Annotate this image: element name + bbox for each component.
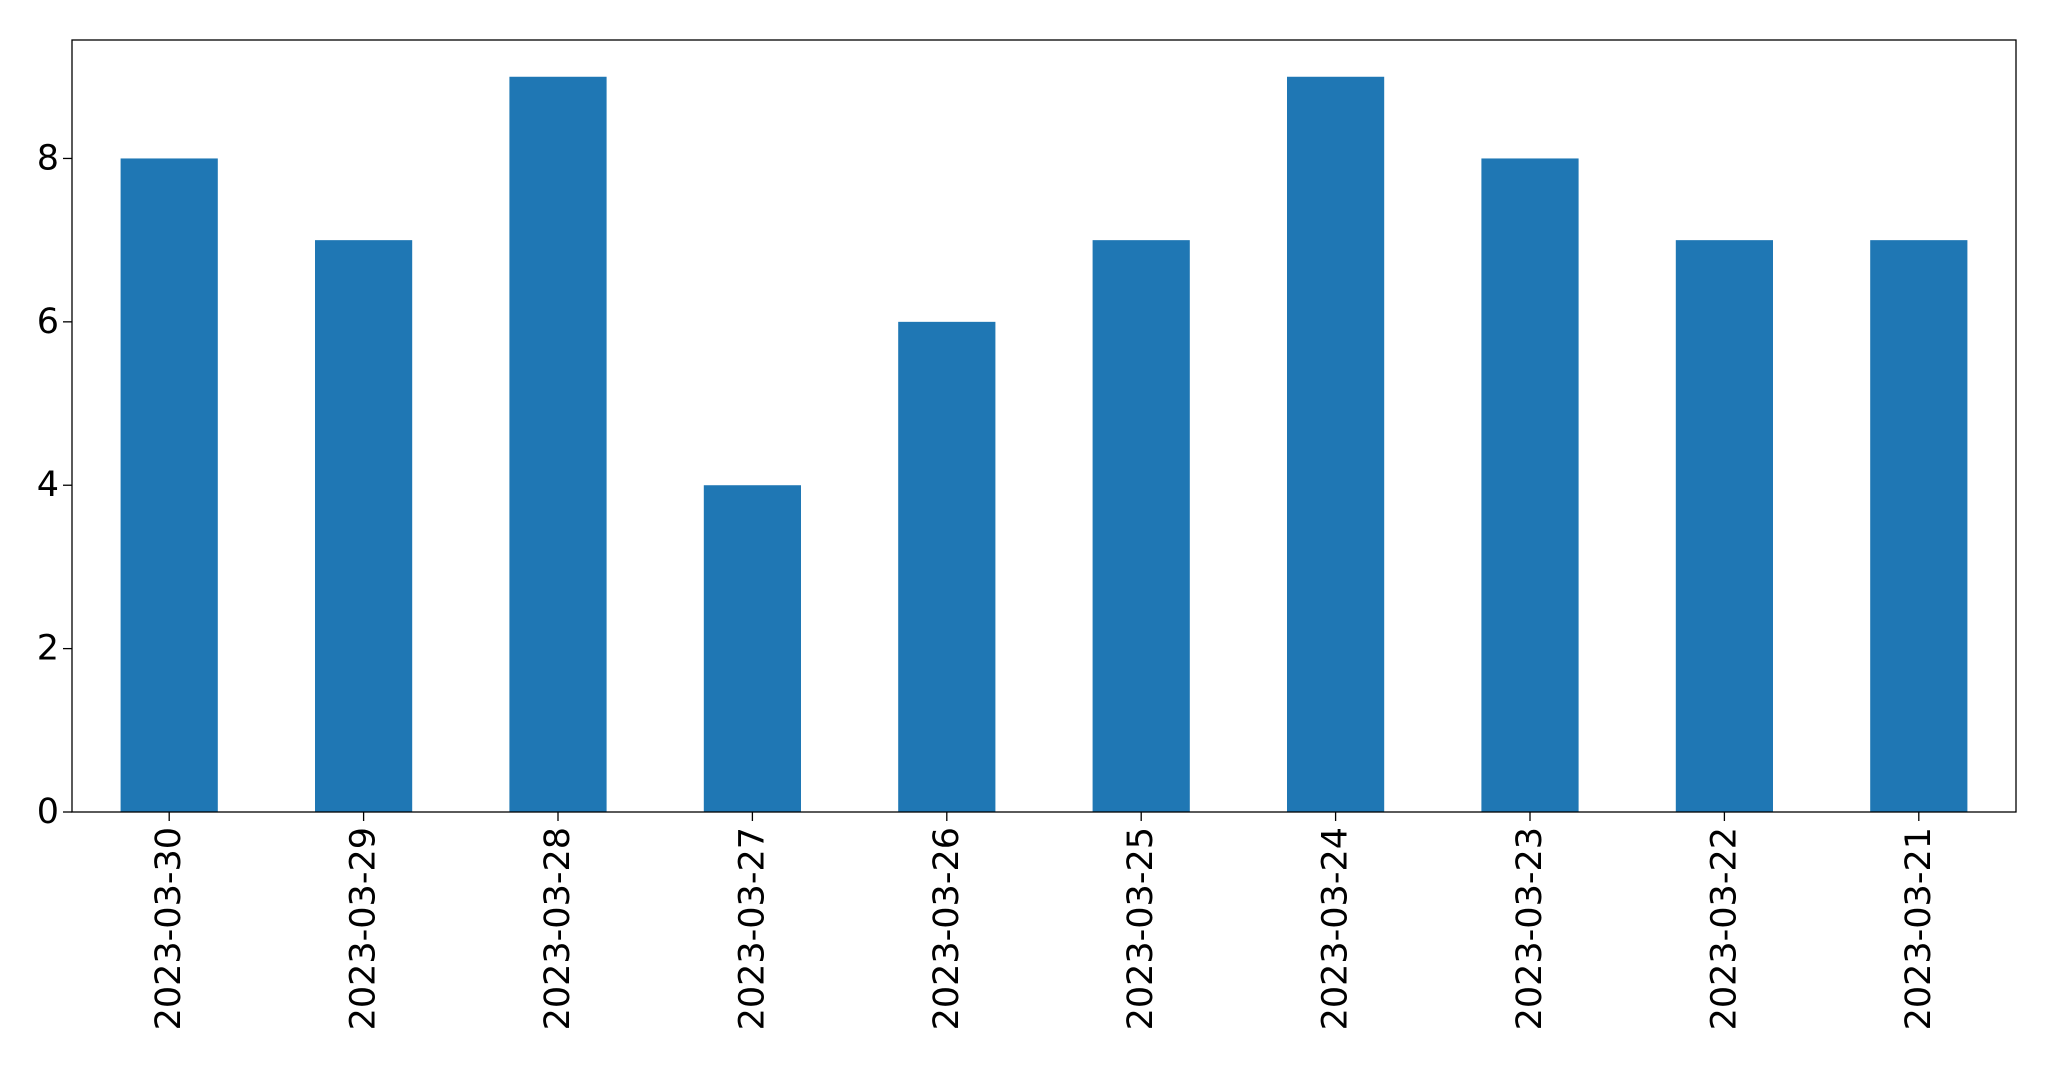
bars-group: [120, 76, 1968, 813]
plot-area-frame: [71, 39, 2017, 813]
x-tick-label: 2023-03-23: [1510, 827, 1550, 1030]
x-tick-label: 2023-03-29: [344, 827, 384, 1030]
y-tick-label: 6: [37, 302, 59, 342]
bar-2023-03-24: [1287, 76, 1385, 812]
x-axis: 2023-03-30 2023-03-29 2023-03-28 2023-03-27…: [149, 812, 1939, 1030]
y-tick-label: 2: [37, 629, 59, 669]
x-tick-label: 2023-03-21: [1899, 827, 1939, 1030]
y-tick-label: 0: [37, 792, 59, 832]
bar-2023-03-22: [1675, 240, 1773, 813]
x-tick-label: 2023-03-24: [1316, 827, 1356, 1030]
bar-2023-03-26: [898, 321, 996, 812]
y-tick-label: 4: [37, 465, 59, 505]
y-axis: 0 2 4 6 8: [37, 138, 72, 832]
x-tick-label: 2023-03-28: [538, 827, 578, 1030]
bar-2023-03-21: [1870, 240, 1968, 813]
x-tick-label: 2023-03-22: [1704, 827, 1744, 1030]
x-tick-label: 2023-03-25: [1121, 827, 1161, 1030]
bar-2023-03-30: [120, 158, 218, 813]
x-tick-label: 2023-03-26: [927, 827, 967, 1030]
bar-2023-03-25: [1092, 240, 1190, 813]
bar-2023-03-28: [509, 76, 607, 812]
x-tick-label: 2023-03-30: [149, 827, 189, 1030]
bar-2023-03-29: [315, 240, 413, 813]
bar-2023-03-27: [703, 485, 801, 812]
y-tick-label: 8: [37, 138, 59, 178]
bar-2023-03-23: [1481, 158, 1579, 813]
x-tick-label: 2023-03-27: [732, 827, 772, 1030]
